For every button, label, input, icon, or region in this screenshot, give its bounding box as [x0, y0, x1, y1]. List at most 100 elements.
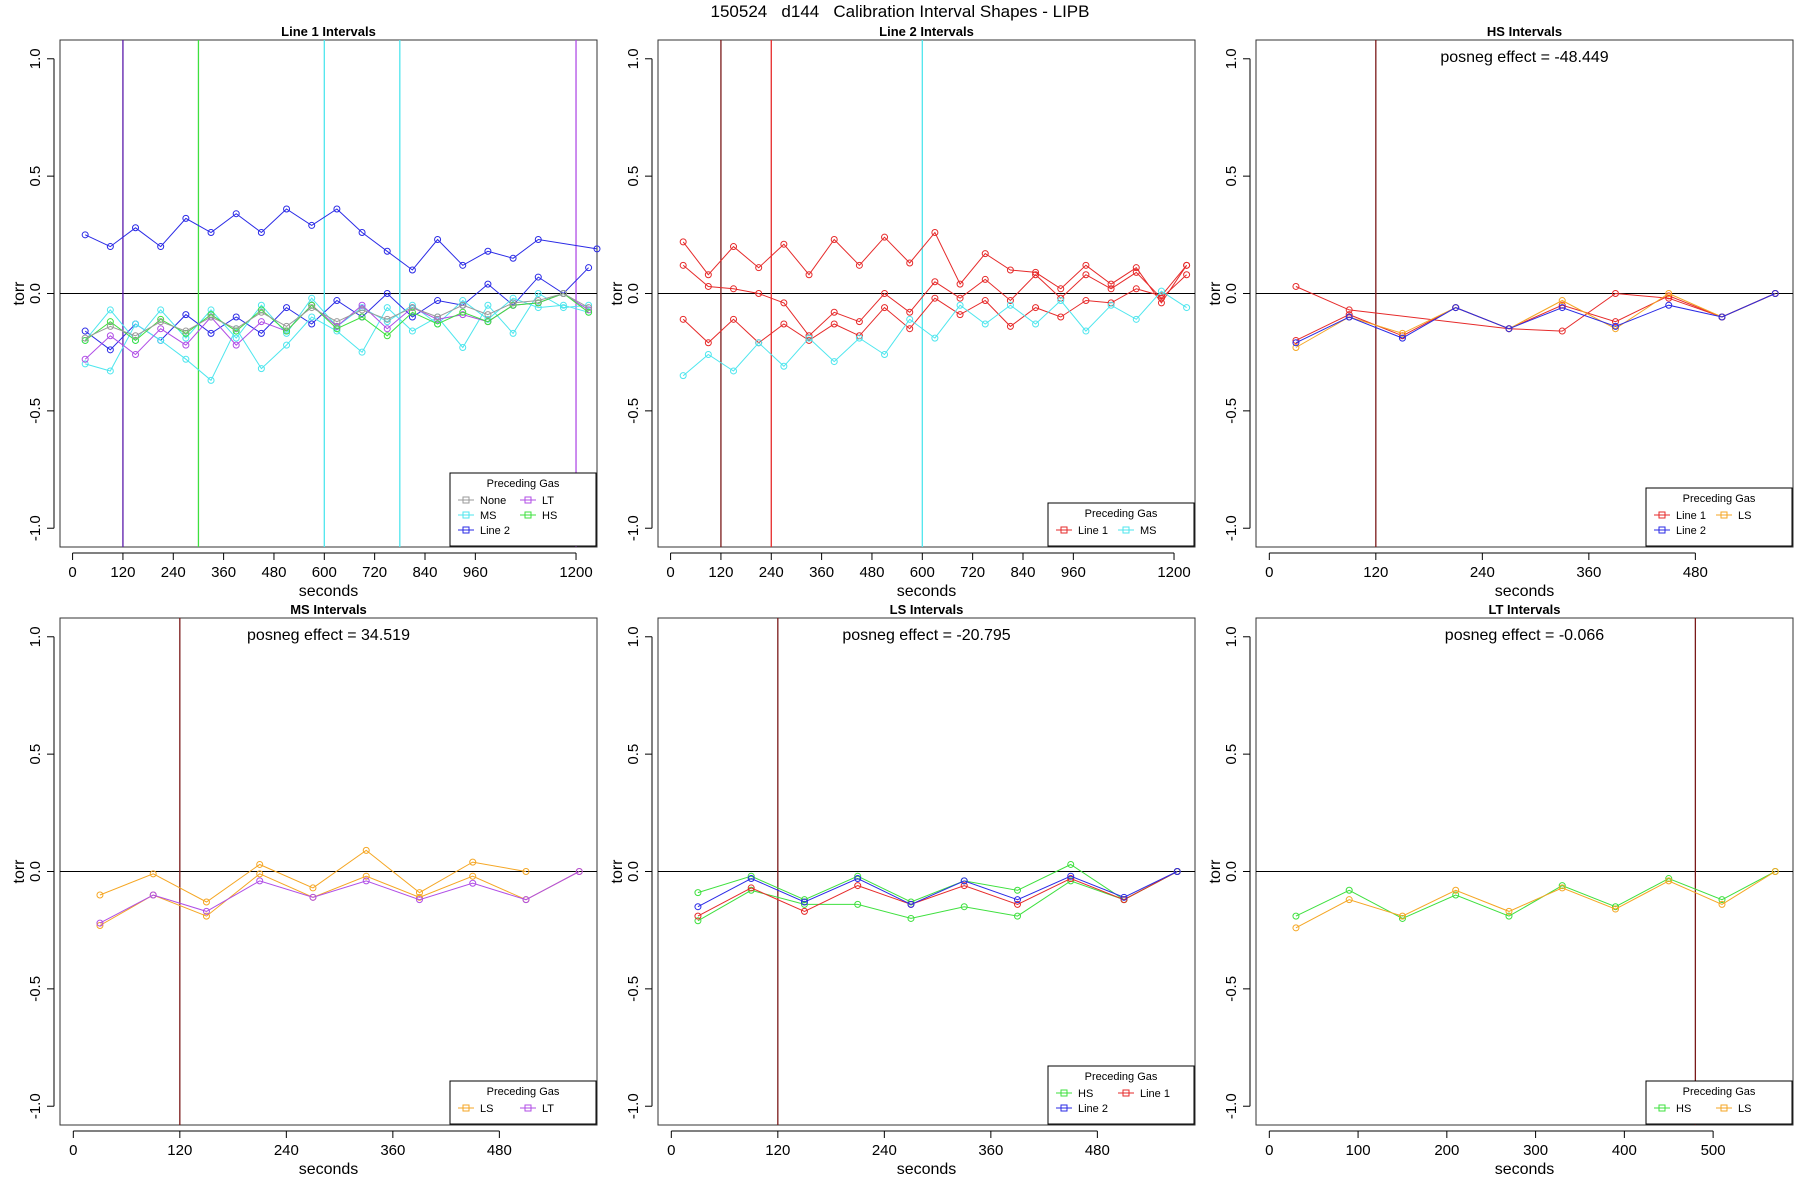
data-point	[202, 898, 210, 906]
x-tick-label: 360	[211, 564, 236, 581]
legend-label: HS	[542, 510, 557, 522]
series-line	[682, 290, 1187, 377]
data-point	[484, 301, 492, 309]
data-point	[459, 308, 467, 316]
y-tick-label: 0.5	[27, 744, 44, 765]
legend-marker	[524, 496, 532, 504]
legend-entry-line-2: Line 2	[458, 525, 510, 537]
series-line-1	[679, 228, 1191, 307]
series-line-1	[1292, 282, 1779, 335]
x-axis-label: seconds	[897, 1161, 957, 1178]
y-tick-label: 0.0	[1223, 861, 1240, 882]
data-point	[1611, 325, 1619, 333]
data-point	[1067, 872, 1075, 880]
data-point	[1398, 334, 1406, 342]
data-point	[283, 327, 291, 335]
data-point	[931, 278, 939, 286]
y-tick-label: -1.0	[1223, 1093, 1240, 1119]
series-line	[99, 871, 580, 924]
data-point	[1718, 313, 1726, 321]
legend-entry-ms: MS	[458, 510, 497, 522]
legend-label: LT	[542, 495, 554, 507]
x-tick-label: 0	[666, 564, 674, 581]
data-point	[704, 282, 712, 290]
data-point	[106, 318, 114, 326]
data-point	[257, 308, 265, 316]
series-line	[1295, 293, 1776, 344]
data-point	[81, 360, 89, 368]
legend-title: Preceding Gas	[1085, 1071, 1158, 1083]
series-line	[697, 871, 1178, 917]
data-point	[157, 336, 165, 344]
y-tick-label: -1.0	[1223, 515, 1240, 541]
data-point	[81, 355, 89, 363]
data-point	[679, 315, 687, 323]
x-tick-label: 720	[362, 564, 387, 581]
data-point	[1157, 287, 1165, 295]
legend-marker	[1658, 526, 1666, 534]
x-tick-label: 120	[110, 564, 135, 581]
y-tick-label: -0.5	[625, 976, 642, 1002]
data-point	[981, 297, 989, 305]
x-tick-label: 480	[487, 1142, 512, 1159]
legend-marker	[462, 1104, 470, 1112]
data-point	[333, 297, 341, 305]
data-point	[232, 327, 240, 335]
x-tick-label: 120	[167, 1142, 192, 1159]
series-line-1	[679, 261, 1191, 340]
data-point	[283, 304, 291, 312]
data-point	[704, 271, 712, 279]
chart-panel-6: LT Intervals 0 100 200 300 400 500 seconds -1.0 -…	[1207, 602, 1794, 1178]
data-point	[232, 334, 240, 342]
data-point	[1157, 292, 1165, 300]
x-tick-label: 960	[463, 564, 488, 581]
data-point	[408, 313, 416, 321]
series-line	[682, 264, 1187, 344]
data-point	[1082, 261, 1090, 269]
x-tick-label: 480	[859, 564, 884, 581]
data-point	[956, 301, 964, 309]
legend-box	[1645, 487, 1793, 547]
x-tick-label: 240	[161, 564, 186, 581]
data-point	[256, 870, 264, 878]
x-tick-label: 840	[1010, 564, 1035, 581]
data-point	[358, 306, 366, 314]
data-point	[459, 343, 467, 351]
data-point	[283, 322, 291, 330]
data-point	[1505, 912, 1513, 920]
posneg-annotation: posneg effect = 34.519	[247, 627, 410, 644]
legend-marker	[1720, 1104, 1728, 1112]
series-line	[1295, 293, 1776, 341]
data-point	[182, 355, 190, 363]
series-line-2	[1292, 290, 1779, 347]
legend: Preceding Gas LS LT	[449, 1080, 597, 1125]
data-point	[1292, 282, 1300, 290]
data-point	[1013, 900, 1021, 908]
legend-entry-line-1: Line 1	[1654, 510, 1706, 522]
legend-marker	[1658, 511, 1666, 519]
data-point	[207, 228, 215, 236]
data-point	[1558, 884, 1566, 892]
x-tick-label: 840	[412, 564, 437, 581]
data-point	[207, 376, 215, 384]
series-hs	[81, 290, 593, 344]
y-axis-label: torr	[1207, 859, 1224, 884]
data-point	[308, 301, 316, 309]
data-point	[1006, 266, 1014, 274]
legend-title: Preceding Gas	[487, 1086, 560, 1098]
legend-box	[1645, 1080, 1793, 1125]
data-point	[308, 320, 316, 328]
data-point	[509, 299, 517, 307]
data-point	[1665, 290, 1673, 297]
x-tick-label: 0	[69, 1142, 77, 1159]
y-axis-label: torr	[11, 281, 28, 306]
data-point	[309, 884, 317, 892]
data-point	[1057, 285, 1065, 293]
legend-label: Line 1	[1078, 525, 1108, 537]
data-point	[81, 231, 89, 239]
data-point	[434, 236, 442, 244]
data-point	[730, 243, 738, 251]
data-point	[408, 266, 416, 274]
data-point	[855, 261, 863, 269]
